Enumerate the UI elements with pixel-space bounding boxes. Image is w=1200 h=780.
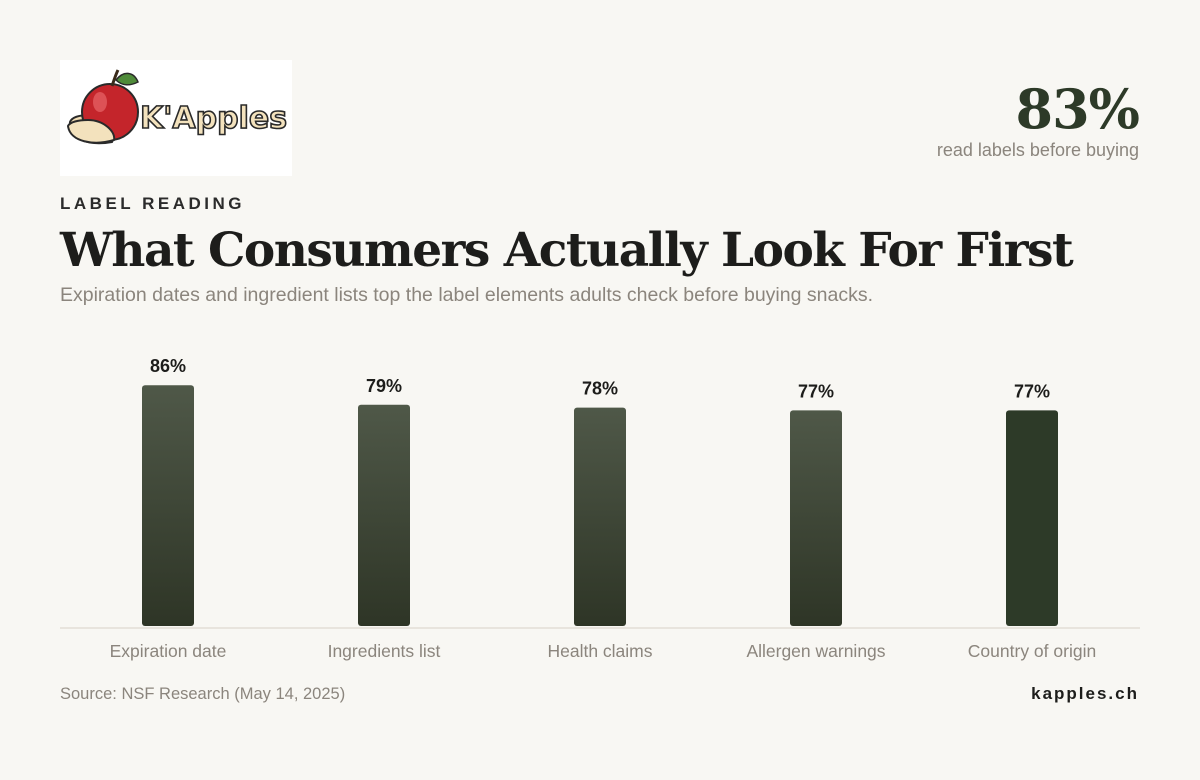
stat-value: 83% xyxy=(1015,77,1140,141)
brand-logo: K'Apples xyxy=(60,60,292,176)
bar-4 xyxy=(1006,410,1058,626)
value-label-0: 86% xyxy=(150,356,186,376)
category-label-2: Health claims xyxy=(547,641,652,661)
stat-label: read labels before buying xyxy=(936,140,1139,160)
eyebrow-label: LABEL READING xyxy=(60,194,245,213)
headline-stat: 83% read labels before buying xyxy=(936,77,1140,161)
source-note: Source: NSF Research (May 14, 2025) xyxy=(60,685,346,703)
value-label-2: 78% xyxy=(582,379,618,399)
value-label-3: 77% xyxy=(798,381,834,401)
bar-1 xyxy=(358,404,410,626)
bar-2 xyxy=(574,407,626,626)
value-label-4: 77% xyxy=(1014,381,1050,401)
value-label-1: 79% xyxy=(366,376,402,396)
category-label-1: Ingredients list xyxy=(328,641,441,661)
apple-logo-icon: K'Apples xyxy=(66,69,288,145)
category-label-3: Allergen warnings xyxy=(746,641,885,661)
site-url: kapples.ch xyxy=(1031,684,1139,703)
svg-text:K'Apples: K'Apples xyxy=(140,101,287,136)
chart-title: What Consumers Actually Look For First xyxy=(60,223,1074,278)
chart-subtitle: Expiration dates and ingredient lists to… xyxy=(60,284,873,306)
bar-3 xyxy=(790,410,842,626)
category-label-0: Expiration date xyxy=(110,641,227,661)
bar-0 xyxy=(142,385,194,626)
category-label-4: Country of origin xyxy=(968,641,1096,661)
